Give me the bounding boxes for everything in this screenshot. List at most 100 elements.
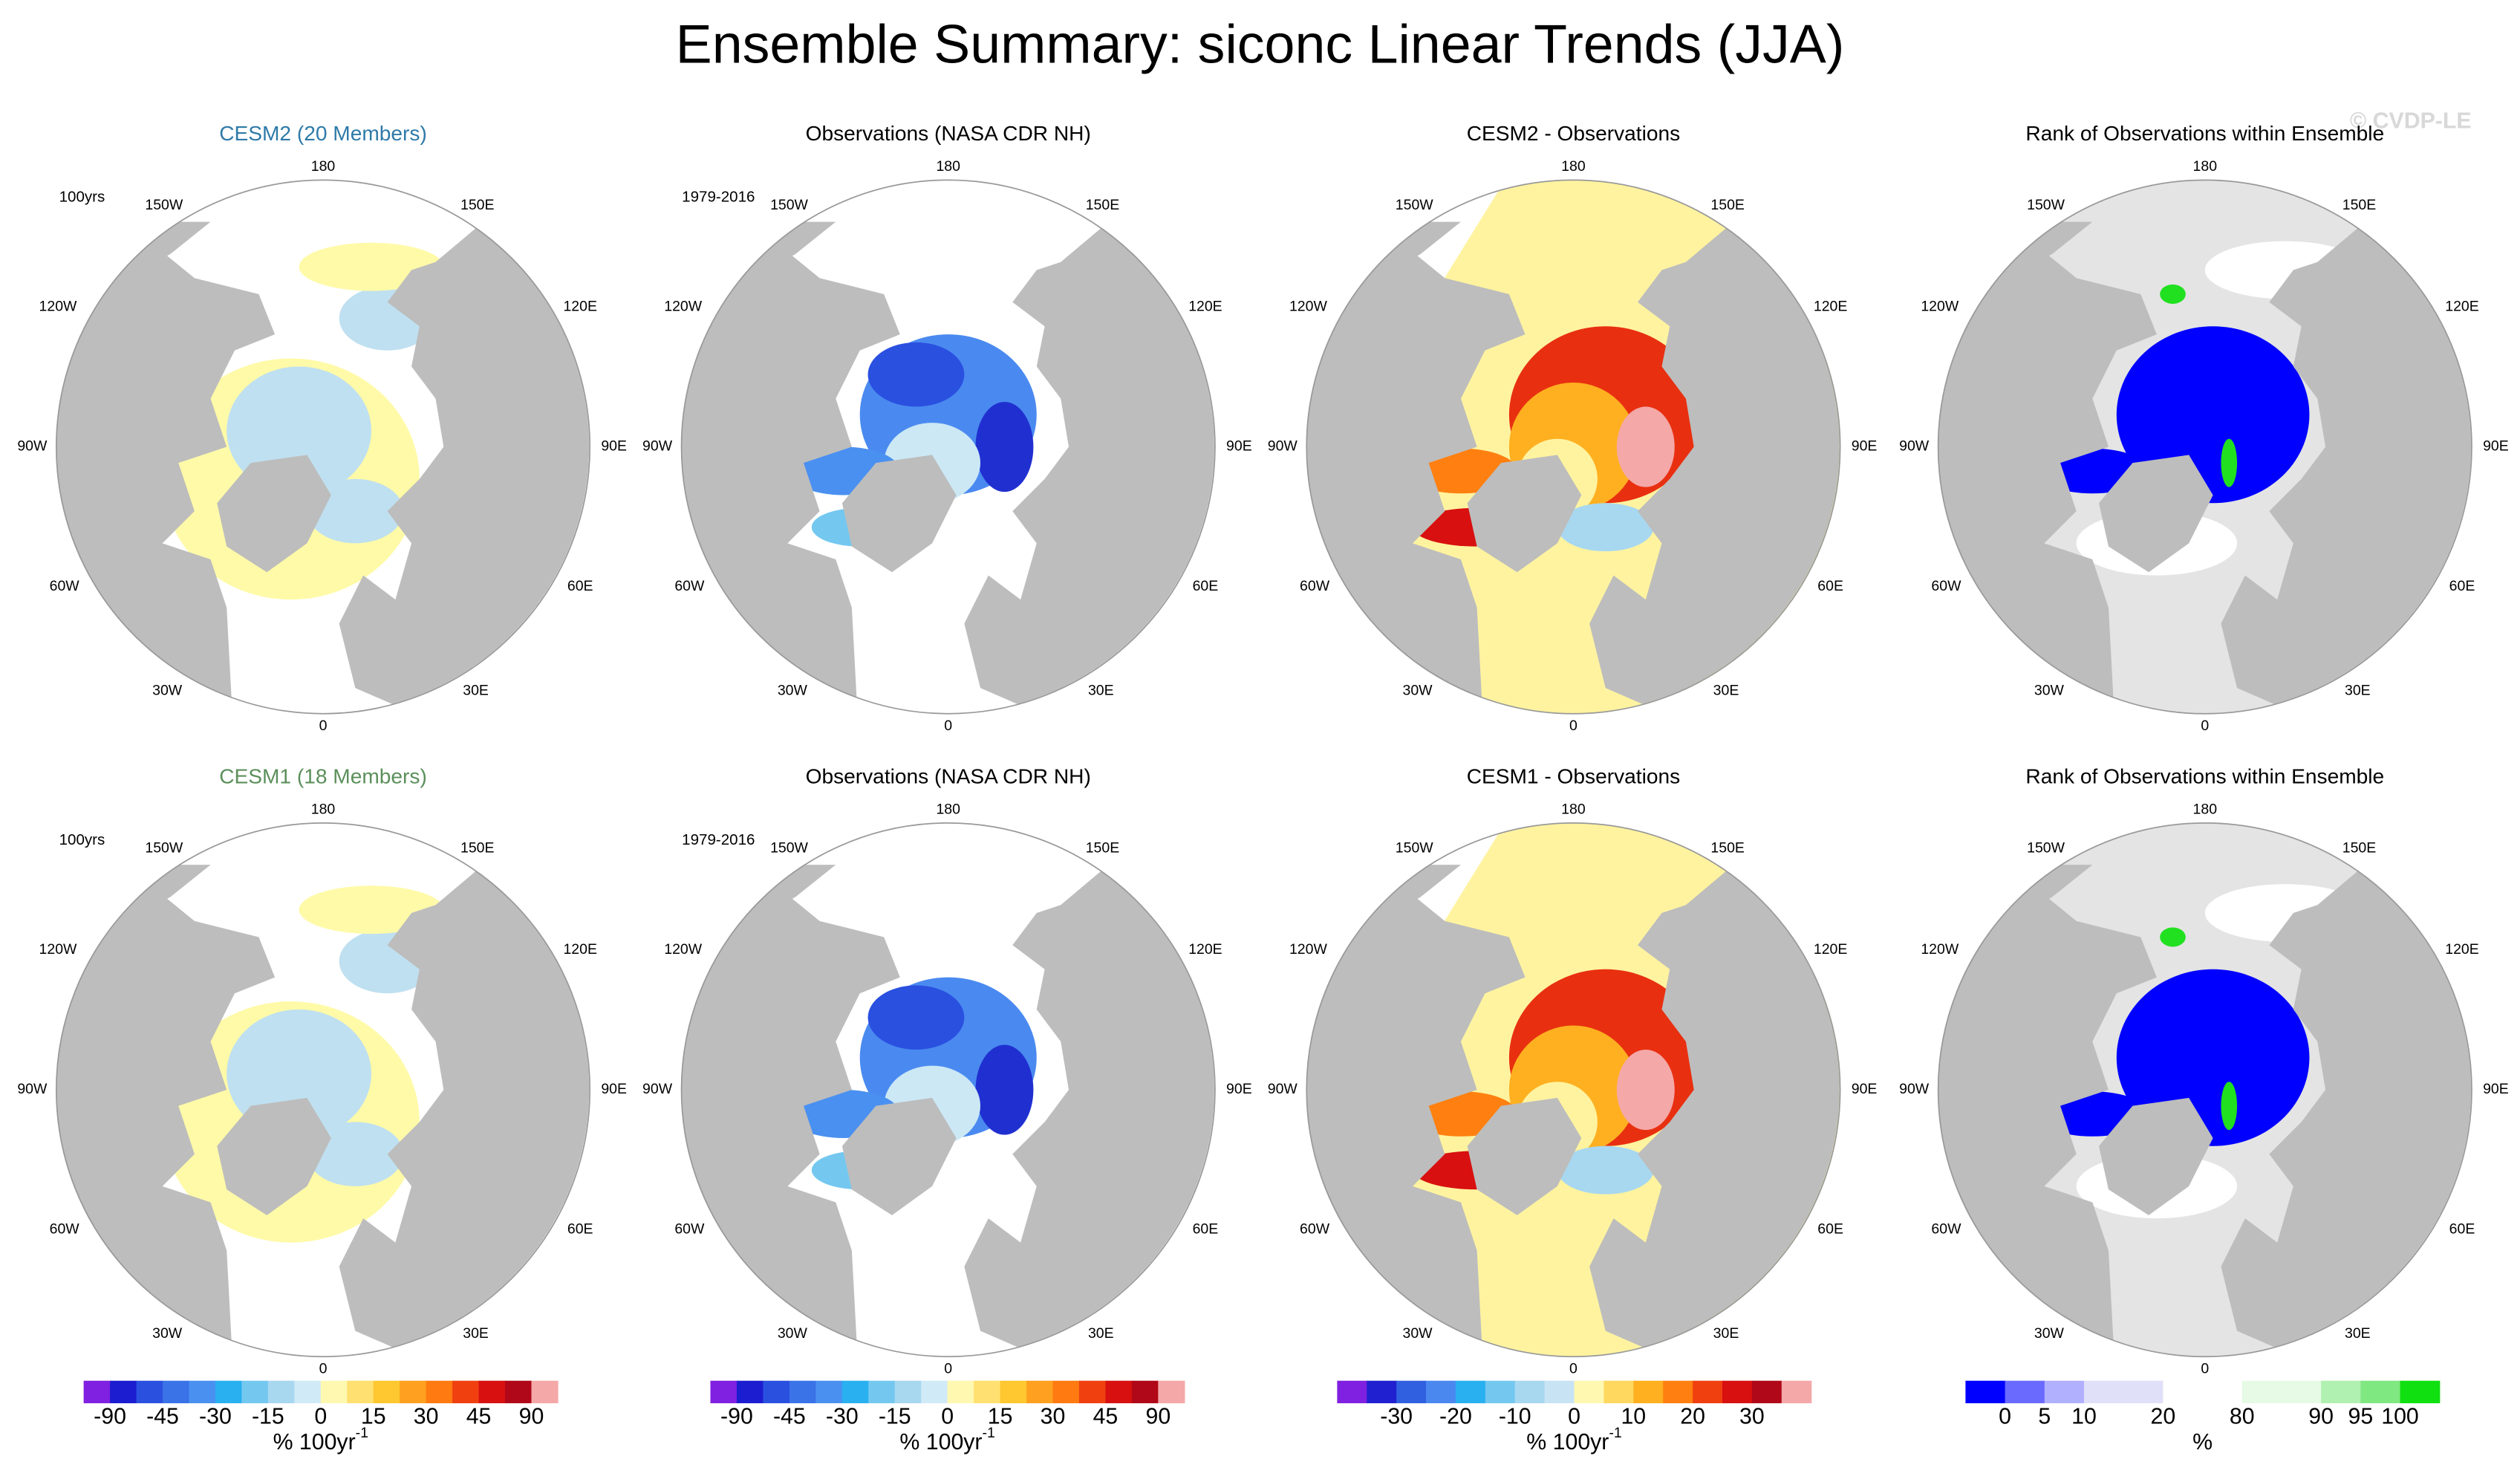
panel-title: Rank of Observations within Ensemble (2025, 122, 2384, 145)
colorbar-box (2163, 1380, 2204, 1403)
colorbar-box (868, 1380, 896, 1403)
colorbar-tick-label: 0 (314, 1404, 327, 1429)
colorbar-box (163, 1380, 190, 1403)
colorbar-box (1396, 1380, 1427, 1403)
map-border (680, 822, 1216, 1358)
colorbar-box (110, 1380, 137, 1403)
map-border (1306, 179, 1841, 715)
longitude-label: 150E (1086, 197, 1119, 213)
colorbar-tick-label: -20 (1439, 1404, 1472, 1429)
longitude-label: 0 (1569, 1361, 1578, 1377)
colorbar-box (1633, 1380, 1664, 1403)
colorbar-tick-label: 30 (1041, 1404, 1066, 1429)
longitude-label: 60E (1817, 1221, 1843, 1237)
map-field (56, 865, 590, 1348)
map-border (55, 179, 591, 715)
colorbar-box (1965, 1380, 2006, 1403)
colorbar-box (2281, 1380, 2322, 1403)
colorbar-box (1052, 1380, 1080, 1403)
colorbar-box (2044, 1380, 2085, 1403)
longitude-label: 150W (770, 197, 808, 213)
longitude-label: 0 (2201, 718, 2209, 734)
map-border (1937, 179, 2472, 715)
colorbar-box (1455, 1380, 1486, 1403)
longitude-label: 90W (17, 1081, 48, 1097)
longitude-label: 120E (1188, 298, 1222, 314)
field-patch (867, 342, 965, 407)
colorbar-box (736, 1380, 764, 1403)
colorbar-box (1000, 1380, 1027, 1403)
polar-map (1937, 179, 2472, 715)
field-patch (975, 1044, 1034, 1135)
longitude-label: 180 (1561, 158, 1586, 175)
polar-map (1306, 822, 1841, 1358)
panel-note: 100yrs (59, 831, 105, 848)
polar-map (1306, 179, 1841, 715)
colorbar-box (136, 1380, 163, 1403)
colorbar-tick-label: 30 (414, 1404, 439, 1429)
colorbar-box (1663, 1380, 1693, 1403)
colorbar-box (1574, 1380, 1605, 1403)
colorbar-unit: % 100yr-1 (273, 1425, 368, 1455)
longitude-label: 90W (642, 438, 673, 455)
colorbar-box (947, 1380, 974, 1403)
map-field (681, 865, 1214, 1348)
colorbar-box (710, 1380, 738, 1403)
colorbar-tick-label: 0 (1999, 1404, 2011, 1429)
panel-title: Observations (NASA CDR NH) (806, 122, 1091, 145)
longitude-label: 150W (770, 840, 808, 857)
longitude-label: 150E (460, 840, 494, 857)
longitude-label: 0 (944, 718, 952, 734)
longitude-label: 180 (311, 802, 336, 818)
longitude-label: 0 (319, 1361, 328, 1377)
colorbar-box (1026, 1380, 1054, 1403)
longitude-label: 120E (1188, 941, 1222, 958)
longitude-label: 150W (2027, 197, 2065, 213)
field-patch (1616, 1049, 1675, 1131)
colorbar-box (1514, 1380, 1546, 1403)
colorbar-box (320, 1380, 348, 1403)
polar-map (55, 822, 591, 1358)
longitude-label: 60W (50, 578, 80, 594)
longitude-label: 120W (664, 941, 702, 958)
field-patch (2160, 927, 2186, 947)
colorbar-tick-label: 0 (941, 1404, 954, 1429)
longitude-label: 60E (567, 1221, 593, 1237)
panel-title: Rank of Observations within Ensemble (2025, 765, 2384, 788)
colorbar-tick-label: -30 (199, 1404, 232, 1429)
longitude-label: 120W (664, 298, 702, 314)
longitude-label: 120W (1921, 941, 1959, 958)
longitude-label: 90E (601, 1081, 627, 1097)
field-patch (1616, 406, 1675, 487)
panel-note: 1979-2016 (682, 831, 755, 848)
longitude-label: 60W (1300, 578, 1330, 594)
longitude-label: 30W (1403, 683, 1433, 699)
colorbar-box (1337, 1380, 1367, 1403)
colorbar-box (1751, 1380, 1782, 1403)
colorbar-unit: % 100yr-1 (1526, 1425, 1621, 1455)
longitude-label: 120E (563, 298, 596, 314)
colorbar-box (1485, 1380, 1516, 1403)
longitude-label: 120W (1921, 298, 1959, 314)
longitude-label: 30E (1713, 1325, 1739, 1342)
longitude-label: 30W (778, 1325, 808, 1342)
map-field (56, 221, 590, 704)
longitude-label: 90E (601, 438, 627, 455)
colorbar-box (2241, 1380, 2282, 1403)
map-border (55, 822, 591, 1358)
colorbar-tick-label: 15 (361, 1404, 386, 1429)
colorbar-tick-label: -15 (252, 1404, 284, 1429)
colorbar-tick-label: 0 (1568, 1404, 1580, 1429)
longitude-label: 0 (2201, 1361, 2209, 1377)
colorbar-tick-label: -30 (826, 1404, 859, 1429)
longitude-label: 150E (2342, 197, 2376, 213)
longitude-label: 150W (145, 840, 183, 857)
longitude-label: 120W (39, 941, 77, 958)
colorbar-box (921, 1380, 948, 1403)
colorbar-tick-label: -30 (1380, 1404, 1413, 1429)
longitude-label: 120W (1289, 941, 1327, 958)
longitude-label: 60W (674, 578, 705, 594)
field-patch (1557, 503, 1654, 552)
longitude-label: 90W (1268, 1081, 1298, 1097)
longitude-label: 150E (1086, 840, 1119, 857)
